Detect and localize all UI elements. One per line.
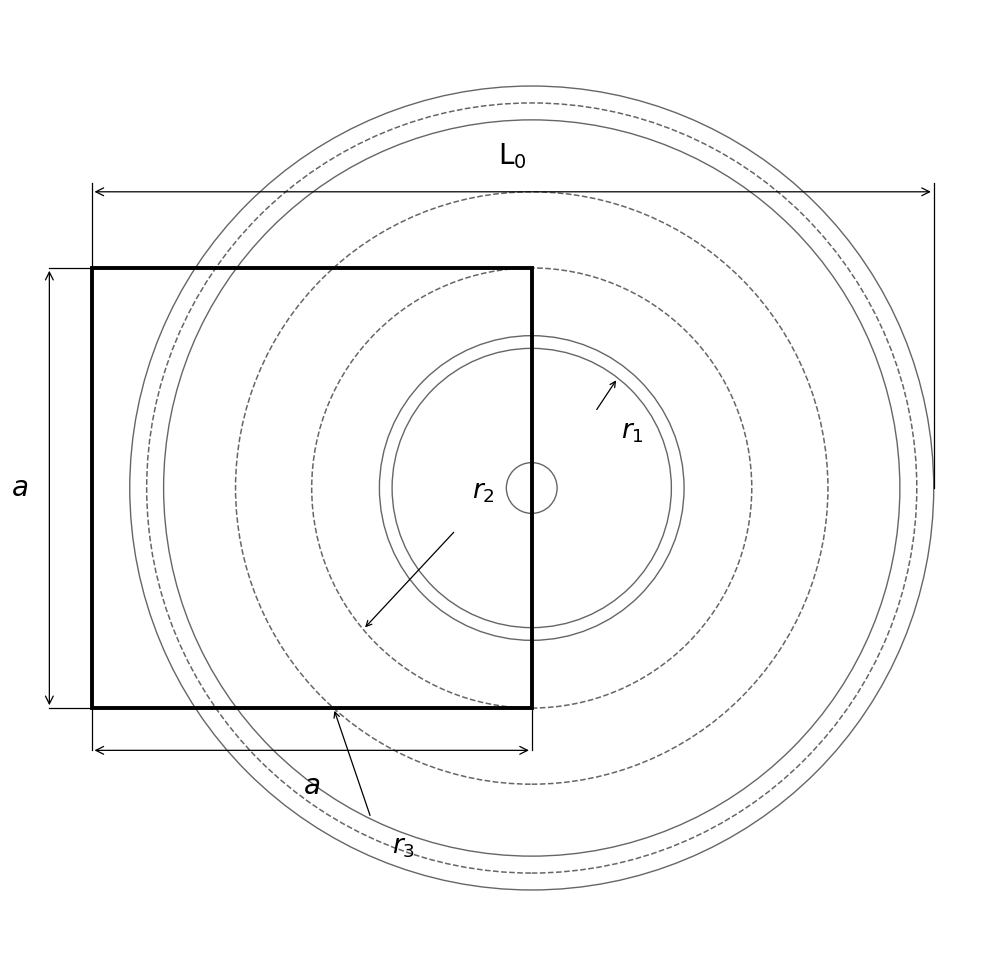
Text: $\mathrm{L_0}$: $\mathrm{L_0}$ — [498, 141, 527, 171]
Text: $r_2$: $r_2$ — [472, 480, 495, 505]
Bar — [92, 268, 532, 708]
Text: $r_1$: $r_1$ — [621, 421, 643, 445]
Text: $a$: $a$ — [11, 474, 28, 502]
Text: $r_3$: $r_3$ — [392, 835, 415, 860]
Text: $a$: $a$ — [303, 771, 320, 799]
